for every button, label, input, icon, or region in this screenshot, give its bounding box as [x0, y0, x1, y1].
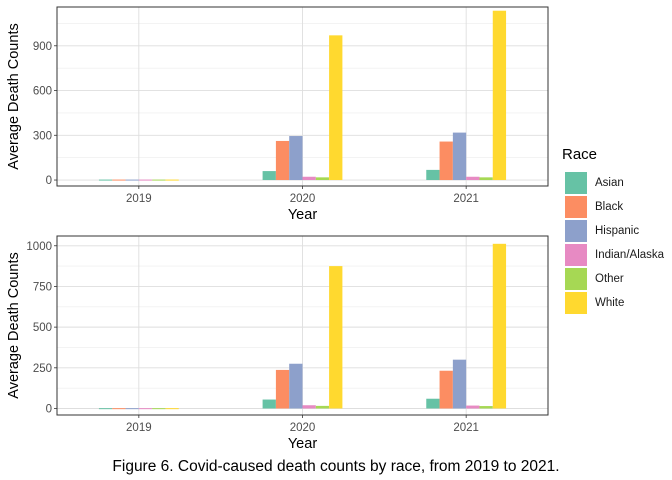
bar-other-2020	[315, 405, 330, 409]
plot-border	[56, 6, 549, 187]
legend-swatch	[565, 268, 587, 290]
legend-swatch	[565, 244, 587, 266]
x-tick-label: 2021	[453, 422, 479, 434]
bar-indian-alaska-2019	[138, 179, 153, 181]
y-tick-label: 750	[33, 281, 52, 293]
bar-white-2019	[165, 179, 179, 181]
bar-hispanic-2021	[452, 132, 467, 181]
bar-white-2019	[165, 408, 179, 410]
legend-label: Other	[595, 273, 624, 285]
bar-indian-alaska-2021	[466, 405, 480, 409]
bar-hispanic-2020	[289, 363, 303, 409]
legend-swatch	[565, 196, 587, 218]
bar-asian-2019	[98, 408, 113, 410]
bottom-bar-chart: 0 250 500 750 1000 2019 2020 2021 Year Average De…	[6, 235, 549, 452]
bar-indian-alaska-2021	[466, 176, 480, 181]
y-tick-label: 500	[33, 322, 52, 334]
x-axis-title: Year	[288, 436, 317, 452]
y-tick-label: 1000	[26, 241, 52, 253]
bar-asian-2021	[426, 398, 440, 409]
figure-caption: Figure 6. Covid-caused death counts by r…	[112, 458, 560, 475]
bar-black-2019	[112, 179, 126, 181]
bar-black-2020	[275, 369, 290, 409]
bar-hispanic-2019	[125, 408, 139, 410]
bar-asian-2020	[262, 171, 276, 181]
legend-title: Race	[562, 146, 598, 163]
y-axis-title: Average Death Counts	[6, 23, 22, 169]
legend-item: Indian/Alaska	[565, 243, 664, 267]
bar-asian-2021	[426, 169, 440, 181]
x-tick-label: 2019	[126, 422, 152, 434]
x-tick-label: 2020	[290, 422, 316, 434]
x-tick-label: 2019	[126, 193, 152, 205]
legend-label: Asian	[595, 177, 624, 189]
bar-indian-alaska-2019	[138, 408, 153, 410]
y-tick-label: 600	[33, 86, 52, 98]
bar-hispanic-2021	[452, 359, 467, 409]
y-tick-label: 0	[46, 403, 52, 415]
legend-item: Asian	[565, 171, 624, 195]
legend-label: Black	[595, 201, 624, 213]
bar-hispanic-2020	[289, 136, 303, 181]
bar-indian-alaska-2020	[302, 176, 316, 181]
bar-black-2021	[439, 141, 453, 181]
y-tick-label: 300	[33, 130, 52, 142]
bar-asian-2019	[98, 179, 113, 181]
legend-swatch	[565, 292, 587, 314]
bar-white-2021	[492, 10, 507, 181]
top-bar-chart: 0 300 600 900 2019 2020 2021 Year Average Death …	[6, 6, 549, 223]
legend-item: Other	[565, 267, 624, 291]
bar-asian-2020	[262, 399, 276, 409]
y-axis-title: Average Death Counts	[6, 252, 22, 398]
x-axis-title: Year	[288, 207, 317, 223]
legend-label: Hispanic	[595, 225, 640, 237]
legend-item: White	[565, 291, 624, 315]
bar-black-2019	[112, 408, 126, 410]
bar-black-2021	[439, 370, 453, 409]
bar-white-2020	[329, 35, 343, 181]
bar-other-2021	[479, 406, 493, 409]
bar-indian-alaska-2020	[302, 405, 316, 409]
legend-item: Black	[565, 195, 623, 219]
x-tick-label: 2020	[290, 193, 316, 205]
y-tick-label: 250	[33, 363, 52, 375]
legend-swatch	[565, 172, 587, 194]
bar-other-2020	[315, 177, 330, 181]
bar-other-2019	[152, 408, 166, 410]
legend-item: Hispanic	[565, 219, 639, 243]
bar-black-2020	[275, 140, 290, 181]
x-tick-label: 2021	[453, 193, 479, 205]
legend-label: White	[595, 297, 625, 309]
bar-other-2019	[152, 179, 166, 181]
y-tick-label: 0	[46, 175, 52, 187]
legend-label: Indian/Alaska	[595, 249, 665, 261]
bar-hispanic-2019	[125, 179, 139, 181]
y-tick-label: 900	[33, 41, 52, 53]
legend-swatch	[565, 220, 587, 242]
bar-other-2021	[479, 177, 493, 181]
bar-white-2021	[492, 243, 507, 409]
plot-border	[56, 235, 549, 416]
bar-white-2020	[329, 266, 343, 409]
